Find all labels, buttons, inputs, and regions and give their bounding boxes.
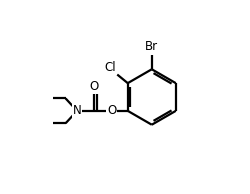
Text: Br: Br xyxy=(145,40,158,53)
Text: O: O xyxy=(107,104,116,117)
Text: N: N xyxy=(73,104,82,117)
Text: Cl: Cl xyxy=(105,61,116,74)
Text: O: O xyxy=(90,80,99,93)
